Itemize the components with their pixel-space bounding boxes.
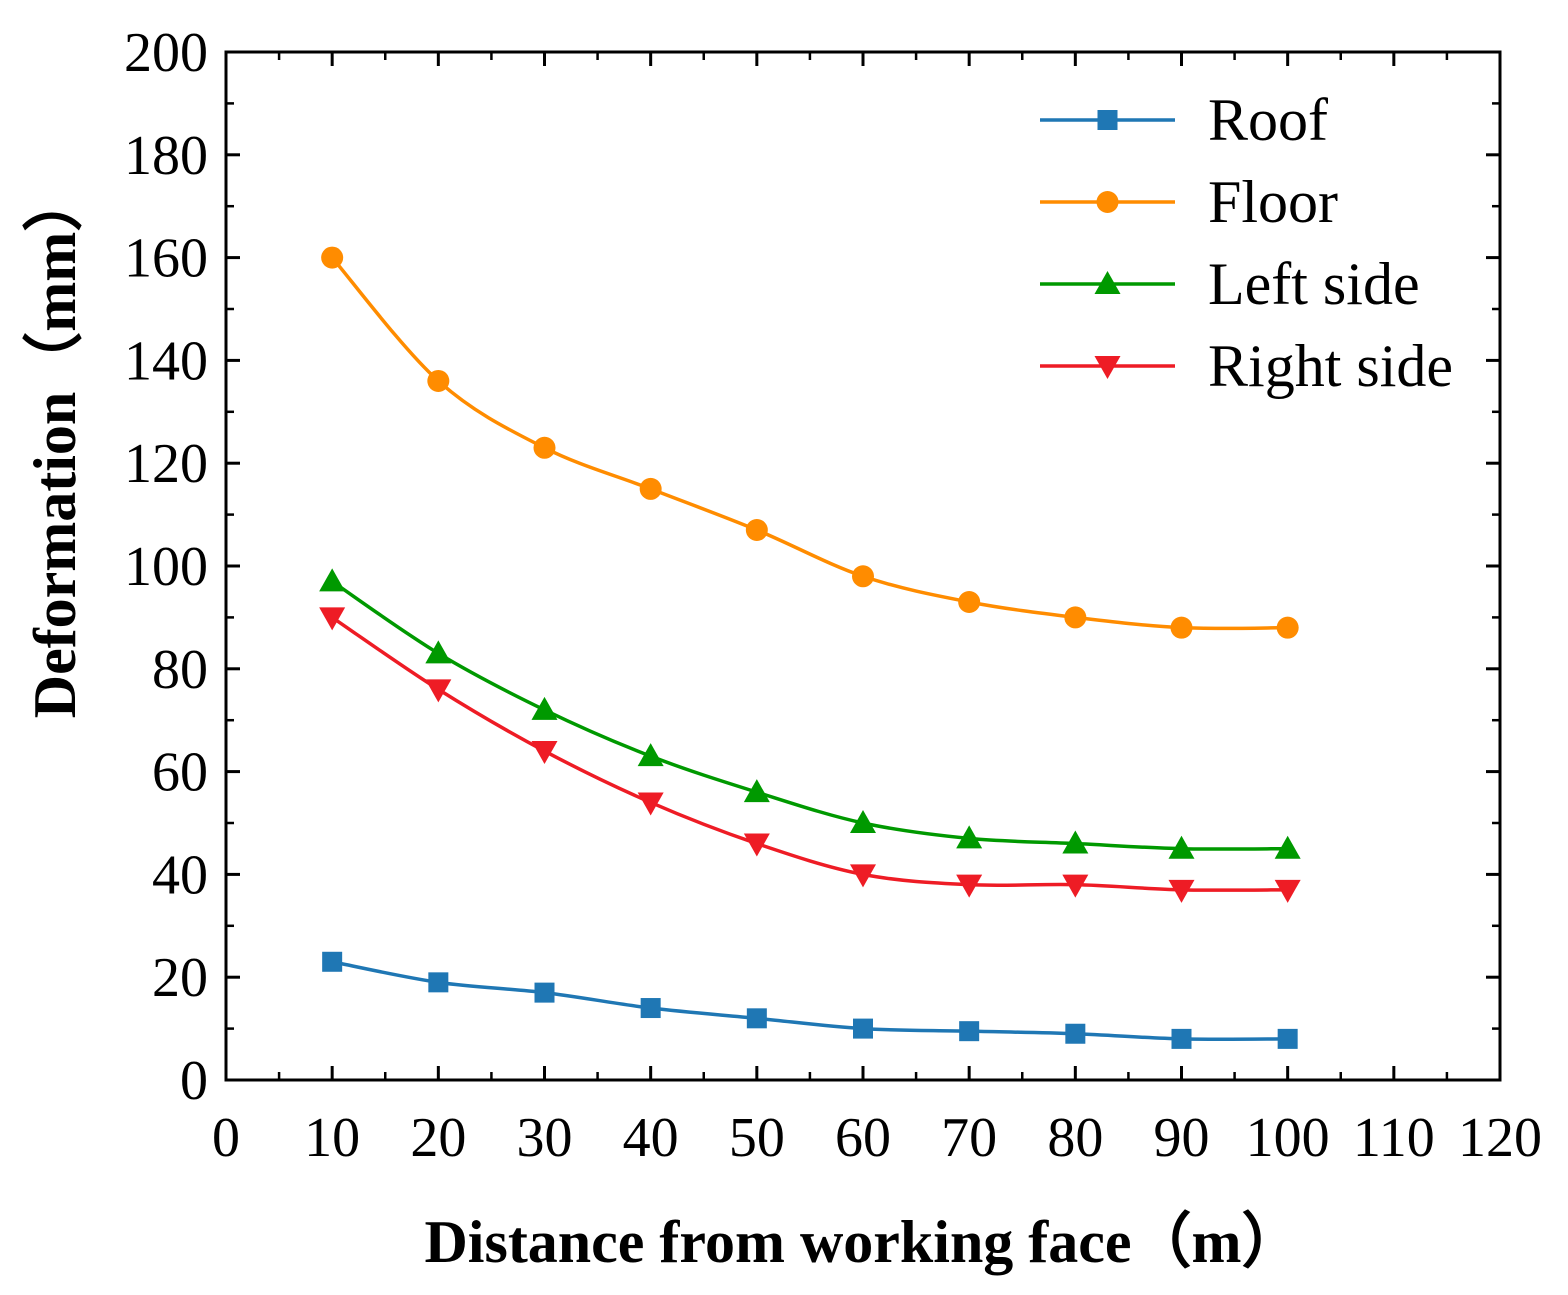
data-point-floor bbox=[533, 436, 556, 459]
data-point-roof bbox=[1171, 1028, 1192, 1049]
data-point-floor bbox=[427, 369, 450, 392]
data-point-left-side bbox=[743, 779, 770, 803]
series-roof bbox=[322, 951, 1298, 1049]
x-tick-label: 50 bbox=[729, 1107, 785, 1169]
series-line-right-side bbox=[331, 615, 1288, 892]
x-tick-label: 0 bbox=[212, 1107, 240, 1169]
data-point-roof bbox=[1277, 1028, 1298, 1049]
data-point-left-side bbox=[319, 568, 346, 592]
data-point-left-side bbox=[850, 810, 876, 833]
data-point-left-side bbox=[1062, 830, 1089, 854]
legend-label-floor: Floor bbox=[1208, 169, 1338, 235]
series-line-floor bbox=[330, 256, 1288, 631]
x-tick-label: 60 bbox=[835, 1107, 891, 1169]
x-tick-label: 40 bbox=[623, 1107, 679, 1169]
y-tick-label: 0 bbox=[180, 1050, 208, 1112]
data-point-floor bbox=[745, 519, 768, 542]
x-tick-label: 80 bbox=[1047, 1107, 1103, 1169]
data-point-right-side bbox=[1062, 874, 1089, 898]
series-floor bbox=[321, 246, 1299, 639]
y-tick-label: 20 bbox=[152, 947, 208, 1009]
x-tick-label: 10 bbox=[304, 1107, 360, 1169]
data-point-right-side bbox=[850, 864, 876, 888]
data-point-roof bbox=[853, 1018, 873, 1039]
data-point-roof bbox=[428, 972, 449, 993]
legend-item-right-side: Right side bbox=[1040, 333, 1453, 399]
x-tick-label: 90 bbox=[1154, 1107, 1210, 1169]
data-point-floor bbox=[852, 565, 874, 588]
data-point-right-side bbox=[425, 679, 452, 703]
y-tick-label: 40 bbox=[152, 844, 208, 906]
data-point-roof bbox=[322, 951, 343, 972]
data-point-left-side bbox=[531, 696, 558, 720]
y-tick-label: 80 bbox=[152, 639, 208, 701]
y-axis-title: Deformation（mm） bbox=[21, 172, 88, 719]
series-line-left-side bbox=[331, 579, 1288, 851]
legend: Roof Floor Left side Right side bbox=[1040, 87, 1453, 399]
x-tick-label: 30 bbox=[517, 1107, 573, 1169]
legend-item-roof: Roof bbox=[1040, 87, 1328, 153]
legend-label-right-side: Right side bbox=[1208, 333, 1453, 399]
data-point-right-side bbox=[1168, 879, 1195, 903]
series-layer bbox=[319, 246, 1301, 1049]
data-point-floor bbox=[958, 590, 981, 613]
data-point-right-side bbox=[637, 792, 664, 816]
legend-item-left-side: Left side bbox=[1040, 251, 1420, 317]
data-point-roof bbox=[1065, 1023, 1086, 1044]
legend-label-left-side: Left side bbox=[1208, 251, 1420, 317]
x-tick-label: 20 bbox=[410, 1107, 466, 1169]
data-point-right-side bbox=[319, 607, 346, 631]
data-point-left-side bbox=[1274, 835, 1301, 859]
data-point-left-side bbox=[637, 743, 664, 767]
x-tick-label: 100 bbox=[1246, 1107, 1330, 1169]
y-tick-label: 140 bbox=[124, 330, 208, 392]
x-tick-label: 120 bbox=[1458, 1107, 1542, 1169]
data-point-floor bbox=[1064, 606, 1087, 629]
y-tick-label: 100 bbox=[124, 536, 208, 598]
data-point-right-side bbox=[956, 874, 983, 898]
y-tick-label: 120 bbox=[124, 433, 208, 495]
data-point-right-side bbox=[1274, 879, 1301, 903]
y-tick-label: 180 bbox=[124, 125, 208, 187]
data-point-right-side bbox=[531, 741, 558, 765]
legend-item-floor: Floor bbox=[1040, 169, 1338, 235]
data-point-right-side bbox=[743, 833, 770, 857]
data-point-roof bbox=[640, 998, 661, 1019]
data-point-roof bbox=[959, 1021, 980, 1042]
series-right-side bbox=[319, 607, 1301, 903]
data-point-left-side bbox=[1168, 835, 1195, 859]
y-tick-label: 200 bbox=[124, 22, 208, 84]
data-point-left-side bbox=[956, 825, 983, 849]
y-tick-label: 60 bbox=[152, 742, 208, 804]
x-tick-label: 110 bbox=[1353, 1107, 1435, 1169]
series-left-side bbox=[319, 568, 1301, 859]
data-point-floor bbox=[321, 246, 344, 269]
data-point-floor bbox=[639, 477, 662, 500]
data-point-floor bbox=[1276, 616, 1299, 639]
y-tick-label: 160 bbox=[124, 228, 208, 290]
data-point-roof bbox=[534, 982, 555, 1003]
data-point-roof bbox=[746, 1008, 767, 1029]
legend-marker-right-side bbox=[1094, 356, 1121, 379]
axes: 0 10 20 30 40 50 60 70 80 90 100 110 120 0 20 40 60 80 100… bbox=[124, 22, 1542, 1169]
data-point-left-side bbox=[425, 640, 452, 664]
x-tick-label: 70 bbox=[941, 1107, 997, 1169]
x-axis-title: Distance from working face（m） bbox=[424, 1208, 1301, 1275]
legend-label-roof: Roof bbox=[1208, 87, 1328, 153]
legend-marker-roof bbox=[1097, 110, 1118, 130]
legend-marker-left-side bbox=[1094, 271, 1121, 294]
legend-marker-floor bbox=[1096, 191, 1119, 213]
series-line-roof bbox=[331, 960, 1288, 1042]
data-point-floor bbox=[1170, 616, 1193, 639]
